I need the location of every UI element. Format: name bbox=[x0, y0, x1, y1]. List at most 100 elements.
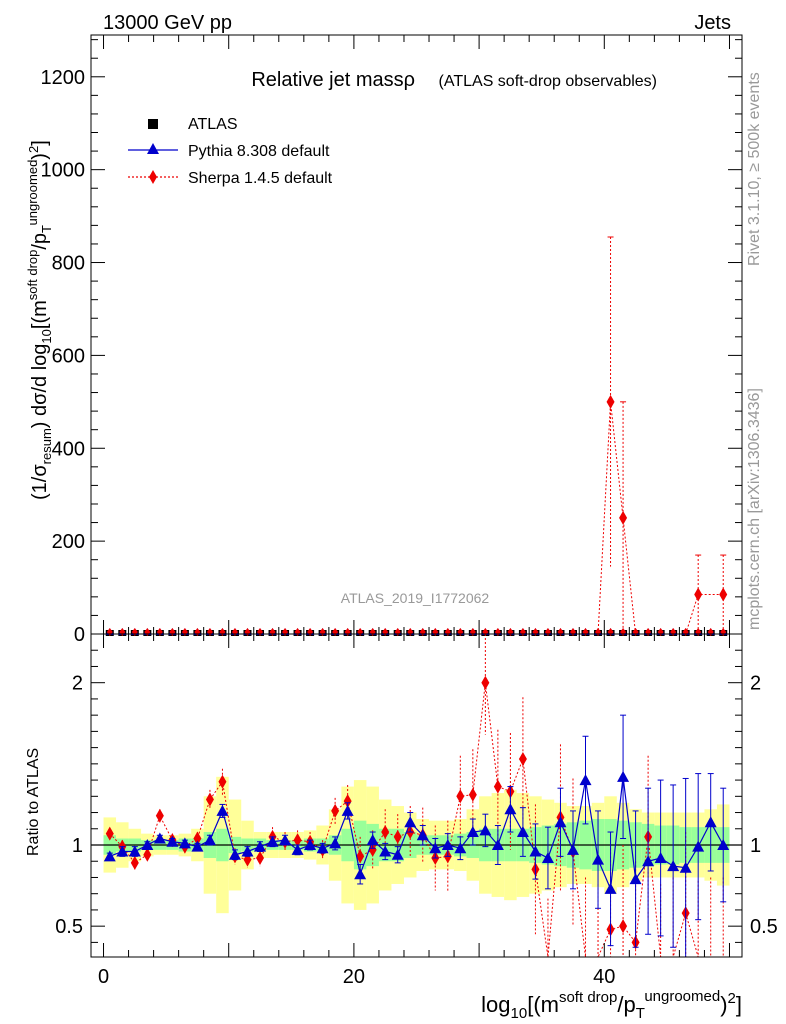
legend-label-atlas: ATLAS bbox=[188, 116, 238, 133]
sherpa-ratio-marker bbox=[619, 919, 628, 934]
mcplots-label: mcplots.cern.ch [arXiv:1306.3436] bbox=[746, 388, 763, 630]
ratio-y-tick-label: 1 bbox=[72, 835, 83, 857]
pythia-ratio-marker bbox=[228, 848, 241, 860]
pythia-ratio-marker bbox=[529, 845, 542, 857]
sherpa-ratio-marker bbox=[218, 774, 227, 789]
pythia-ratio-marker bbox=[141, 839, 154, 851]
sherpa-ratio-marker bbox=[130, 855, 139, 870]
x-tick-label: 40 bbox=[593, 966, 615, 988]
pythia-ratio-marker bbox=[153, 832, 166, 844]
svg-text:log10[(msoft drop/pTungroomed): log10[(msoft drop/pTungroomed)2] bbox=[481, 988, 742, 1022]
sherpa-main-marker bbox=[619, 510, 628, 525]
legend-marker-sherpa bbox=[149, 170, 157, 184]
pythia-ratio-marker bbox=[103, 850, 116, 862]
sherpa-ratio-marker bbox=[105, 826, 114, 841]
main-y-tick-label: 400 bbox=[52, 438, 85, 460]
pythia-ratio-marker bbox=[441, 839, 454, 851]
pythia-ratio-marker bbox=[178, 837, 191, 849]
pythia-ratio-marker bbox=[341, 804, 354, 816]
svg-text:(1/σresum) dσ/d log10[(msoft d: (1/σresum) dσ/d log10[(msoft drop/pTungr… bbox=[25, 140, 54, 500]
header-left-label: 13000 GeV pp bbox=[103, 12, 232, 34]
legend-marker-pythia bbox=[147, 143, 159, 154]
pythia-ratio-marker bbox=[203, 834, 216, 846]
pythia-ratio-marker bbox=[329, 837, 342, 849]
main-y-tick-label: 600 bbox=[52, 345, 85, 367]
header-right-label: Jets bbox=[694, 12, 731, 34]
ratio-y-axis-label: Ratio to ATLAS bbox=[25, 748, 42, 856]
main-y-tick-label: 1000 bbox=[41, 160, 86, 182]
main-y-tick-label: 800 bbox=[52, 253, 85, 275]
pythia-ratio-marker bbox=[579, 774, 592, 786]
pythia-ratio-marker bbox=[404, 816, 417, 828]
legend: ATLAS Pythia 8.308 default Sherpa 1.4.5 … bbox=[128, 116, 333, 187]
pythia-ratio-marker bbox=[566, 843, 579, 855]
pythia-ratio-marker bbox=[166, 835, 179, 847]
sherpa-ratio-marker bbox=[381, 825, 390, 840]
analysis-watermark: ATLAS_2019_I1772062 bbox=[341, 590, 490, 606]
sherpa-ratio-marker bbox=[393, 829, 402, 844]
pythia-ratio-marker bbox=[128, 845, 141, 857]
sherpa-ratio-marker bbox=[343, 794, 352, 809]
pythia-ratio-marker bbox=[717, 839, 730, 851]
ratio-y-tick-label: 0.5 bbox=[55, 916, 83, 938]
pythia-ratio-marker bbox=[241, 845, 254, 857]
legend-marker-atlas bbox=[148, 119, 158, 129]
ratio-y-tick-label-right: 1 bbox=[750, 835, 761, 857]
chart-subtitle: (ATLAS soft-drop observables) bbox=[439, 73, 657, 90]
sherpa-main-marker bbox=[719, 587, 728, 602]
pythia-ratio-marker bbox=[254, 840, 267, 852]
pythia-ratio-marker bbox=[592, 853, 605, 865]
pythia-ratio-marker bbox=[516, 826, 529, 838]
sherpa-ratio-marker bbox=[518, 751, 527, 766]
ratio-y-tick-label-right: 0.5 bbox=[750, 916, 778, 938]
pythia-ratio-marker bbox=[391, 848, 404, 860]
pythia-ratio-marker bbox=[667, 860, 680, 872]
pythia-ratio-marker bbox=[266, 835, 279, 847]
pythia-ratio-marker bbox=[304, 839, 317, 851]
ratio-y-tick-label: 2 bbox=[72, 673, 83, 695]
x-tick-label: 0 bbox=[98, 966, 109, 988]
sherpa-ratio-marker bbox=[143, 847, 152, 862]
sherpa-main-line bbox=[597, 401, 724, 635]
ratio-frame bbox=[90, 633, 743, 958]
pythia-ratio-marker bbox=[366, 834, 379, 846]
sherpa-main-marker bbox=[606, 394, 615, 409]
sherpa-ratio-marker bbox=[293, 833, 302, 848]
sherpa-ratio-marker bbox=[331, 803, 340, 818]
pythia-ratio-marker bbox=[291, 843, 304, 855]
sherpa-ratio-marker bbox=[481, 675, 490, 690]
sherpa-ratio-marker bbox=[205, 792, 214, 807]
sherpa-ratio-marker bbox=[493, 779, 502, 794]
legend-label-sherpa: Sherpa 1.4.5 default bbox=[188, 170, 333, 187]
sherpa-ratio-marker bbox=[193, 831, 202, 846]
pythia-ratio-marker bbox=[379, 845, 392, 857]
sherpa-ratio-marker bbox=[468, 787, 477, 802]
pythia-ratio-marker bbox=[604, 882, 617, 894]
ratio-panel bbox=[91, 634, 742, 958]
pythia-ratio-marker bbox=[617, 770, 630, 782]
pythia-ratio-marker bbox=[541, 851, 554, 863]
pythia-ratio-marker bbox=[692, 840, 705, 852]
pythia-ratio-marker bbox=[454, 842, 467, 854]
pythia-ratio-marker bbox=[642, 855, 655, 867]
sherpa-ratio-marker bbox=[256, 850, 265, 865]
ratio-y-tick-label-right: 2 bbox=[750, 673, 761, 695]
main-panel bbox=[105, 236, 728, 636]
pythia-ratio-marker bbox=[554, 816, 567, 828]
main-y-tick-label: 0 bbox=[74, 624, 85, 646]
pythia-ratio-marker bbox=[654, 851, 667, 863]
pythia-ratio-marker bbox=[479, 824, 492, 836]
sherpa-ratio-marker bbox=[356, 849, 365, 864]
pythia-ratio-marker bbox=[429, 842, 442, 854]
sherpa-ratio-marker bbox=[456, 789, 465, 804]
pythia-ratio-marker bbox=[354, 868, 367, 880]
chart-title: Relative jet massρ bbox=[251, 69, 415, 91]
pythia-ratio-marker bbox=[704, 816, 717, 828]
x-tick-label: 20 bbox=[343, 966, 365, 988]
sherpa-main-marker bbox=[694, 587, 703, 602]
legend-label-pythia: Pythia 8.308 default bbox=[188, 143, 330, 160]
pythia-ratio-marker bbox=[279, 834, 292, 846]
pythia-ratio-marker bbox=[116, 845, 129, 857]
